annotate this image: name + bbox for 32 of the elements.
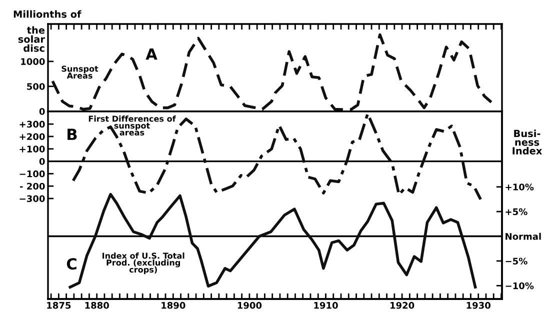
x-tick-label: 1875	[47, 302, 71, 309]
text: B	[68, 128, 77, 140]
text: A	[146, 48, 158, 60]
line-series	[68, 192, 477, 289]
y2-tick-label: −5%	[506, 258, 528, 265]
y2-axis-title: Busi- ness Index	[512, 130, 542, 154]
x-tick-label: 1930	[466, 302, 490, 309]
y-axis-title: Millionths of the solar disc	[14, 10, 82, 52]
x-tick-label: 1910	[314, 302, 338, 309]
annotation: Sunspot Areas	[62, 66, 98, 79]
y-tick-label: −100	[20, 170, 45, 178]
x-tick-label: 1890	[162, 302, 186, 309]
x-tick-label: 1900	[238, 302, 262, 309]
y-tick-label: - 200	[20, 182, 45, 190]
y-tick-label: +100	[20, 146, 45, 152]
annotation: First Differences of sunspot areas	[88, 116, 176, 136]
y-tick-label: 500	[27, 83, 45, 90]
text: C	[66, 258, 76, 270]
y-tick-label: +200	[20, 133, 45, 140]
y2-tick-label: +10%	[506, 184, 534, 190]
line-series	[51, 33, 493, 111]
y-tick-label: 0	[39, 108, 45, 115]
x-tick-label: 1880	[85, 302, 109, 309]
y-tick-label: +300	[20, 120, 45, 128]
x-tick-label: 1920	[390, 302, 414, 309]
y2-tick-label: +5%	[506, 208, 528, 216]
y2-tick-label: −10%	[506, 282, 534, 290]
y2-tick-label: Normal	[506, 232, 541, 240]
y-tick-label: 1000	[21, 58, 45, 65]
y-tick-label: −300	[20, 195, 45, 202]
annotation: Index of U.S. Total Prod. (excluding crops)	[102, 252, 184, 274]
y-tick-label: 0	[39, 158, 45, 165]
